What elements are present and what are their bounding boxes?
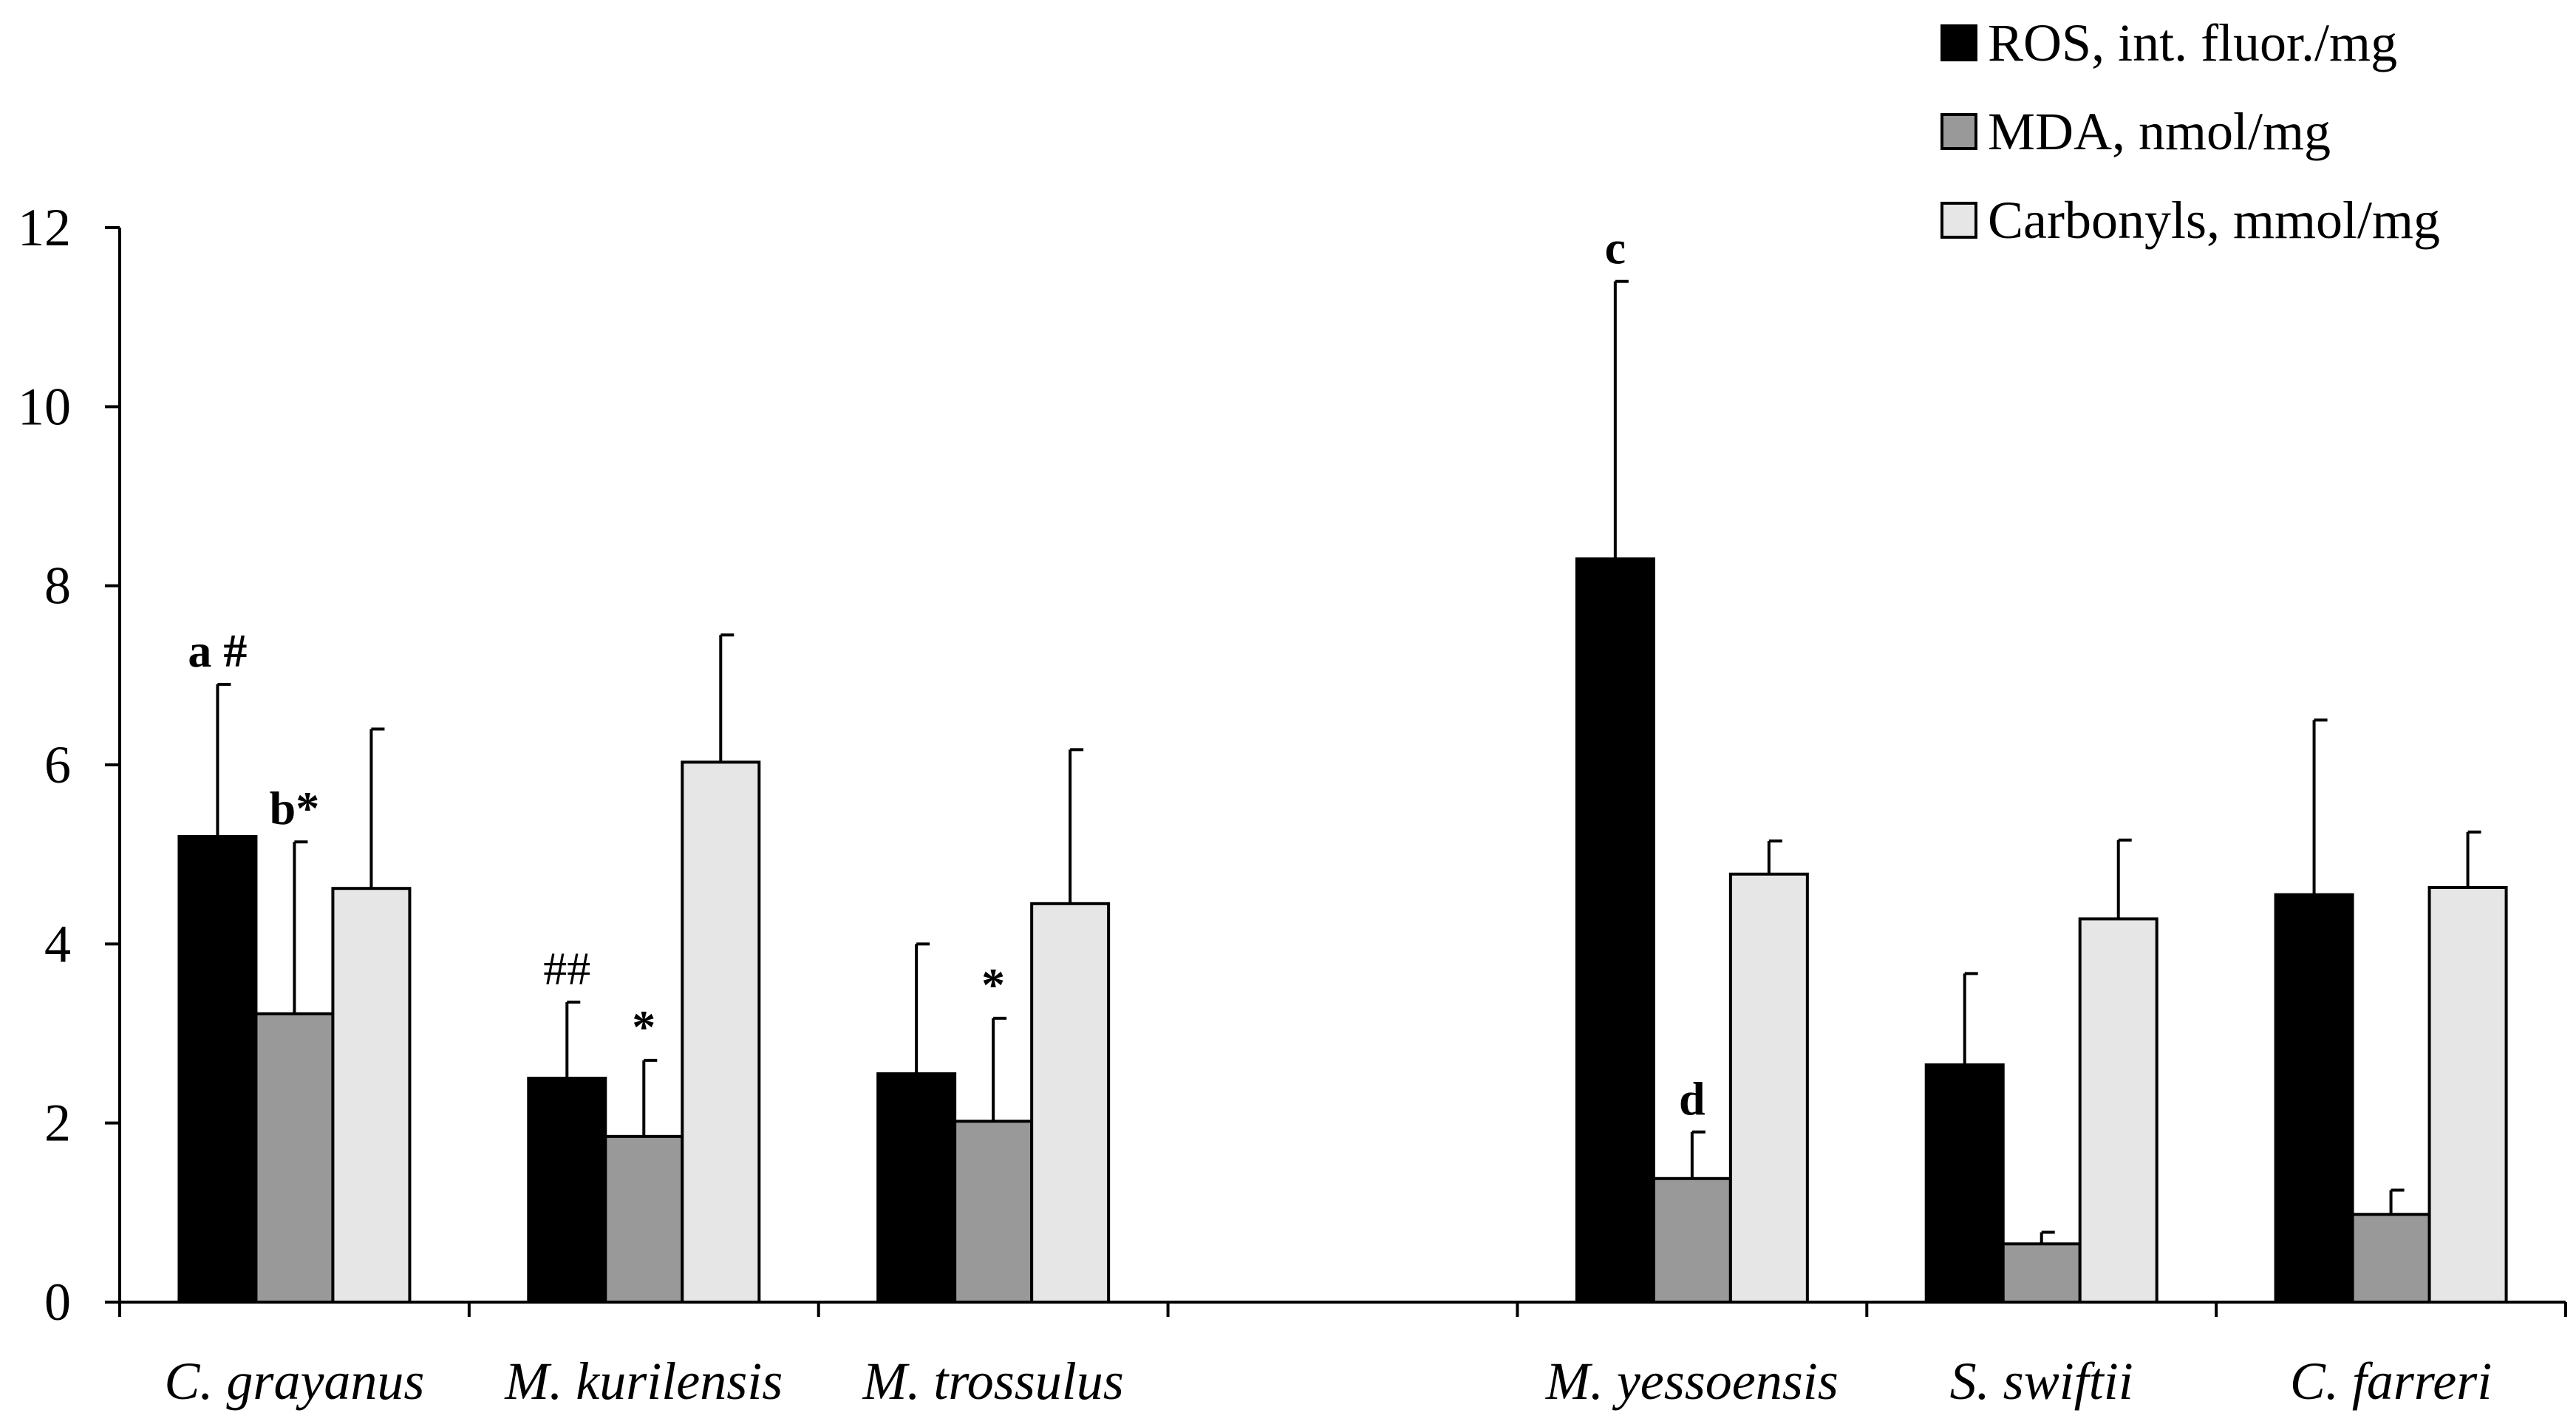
bar xyxy=(604,1134,684,1304)
legend-swatch xyxy=(1940,24,1977,61)
x-category-label: C. farreri xyxy=(2290,1352,2492,1411)
bar xyxy=(254,1012,335,1304)
bar xyxy=(2078,917,2158,1304)
y-tick-label: 2 xyxy=(44,1094,71,1153)
legend-swatch xyxy=(1940,113,1977,150)
legend: ROS, int. fluor./mg MDA, nmol/mg Carbonyls… xyxy=(1940,13,2440,250)
legend-swatch xyxy=(1940,202,1977,239)
bar xyxy=(681,760,761,1304)
bar xyxy=(2427,885,2508,1304)
bar xyxy=(1652,1176,1732,1304)
data-annotation: a # xyxy=(188,624,247,677)
bar xyxy=(876,1072,957,1304)
data-annotation: * xyxy=(981,958,1005,1011)
plot-area: a # b* ## * * c d xyxy=(177,222,2508,1304)
x-category-label: M. trossulus xyxy=(862,1352,1123,1411)
y-tick-label: 4 xyxy=(44,914,71,973)
y-tick-label: 6 xyxy=(44,735,71,794)
bar xyxy=(1575,557,1655,1304)
bar xyxy=(2274,893,2354,1304)
bar xyxy=(1030,902,1111,1304)
bar xyxy=(1924,1063,2005,1304)
bar xyxy=(953,1120,1034,1304)
legend-label: ROS, int. fluor./mg xyxy=(1988,13,2397,72)
data-annotation: d xyxy=(1679,1072,1706,1125)
bar xyxy=(2351,1213,2431,1304)
bar xyxy=(177,834,258,1304)
bar xyxy=(1728,872,1809,1304)
data-annotation: ## xyxy=(543,942,590,995)
y-tick-label: 12 xyxy=(18,198,71,257)
data-annotation: * xyxy=(632,1001,655,1053)
y-axis: 0 2 4 6 8 10 12 xyxy=(18,198,121,1332)
legend-label: Carbonyls, mmol/mg xyxy=(1988,191,2440,250)
y-tick-label: 0 xyxy=(44,1273,71,1332)
bar xyxy=(2001,1242,2082,1304)
x-category-label: S. swiftii xyxy=(1950,1352,2133,1411)
x-category-label: C. grayanus xyxy=(164,1352,424,1411)
bar xyxy=(331,887,412,1304)
data-annotation: c xyxy=(1605,222,1626,274)
x-axis: C. grayanus M. kurilensis M. trossulus M. y… xyxy=(118,1301,2567,1411)
x-category-label: M. yessoensis xyxy=(1545,1352,1839,1411)
legend-label: MDA, nmol/mg xyxy=(1988,102,2331,161)
x-category-label: M. kurilensis xyxy=(504,1352,783,1411)
y-tick-label: 10 xyxy=(18,377,71,436)
data-annotation: b* xyxy=(270,782,320,834)
bar xyxy=(527,1077,607,1304)
y-tick-label: 8 xyxy=(44,556,71,616)
